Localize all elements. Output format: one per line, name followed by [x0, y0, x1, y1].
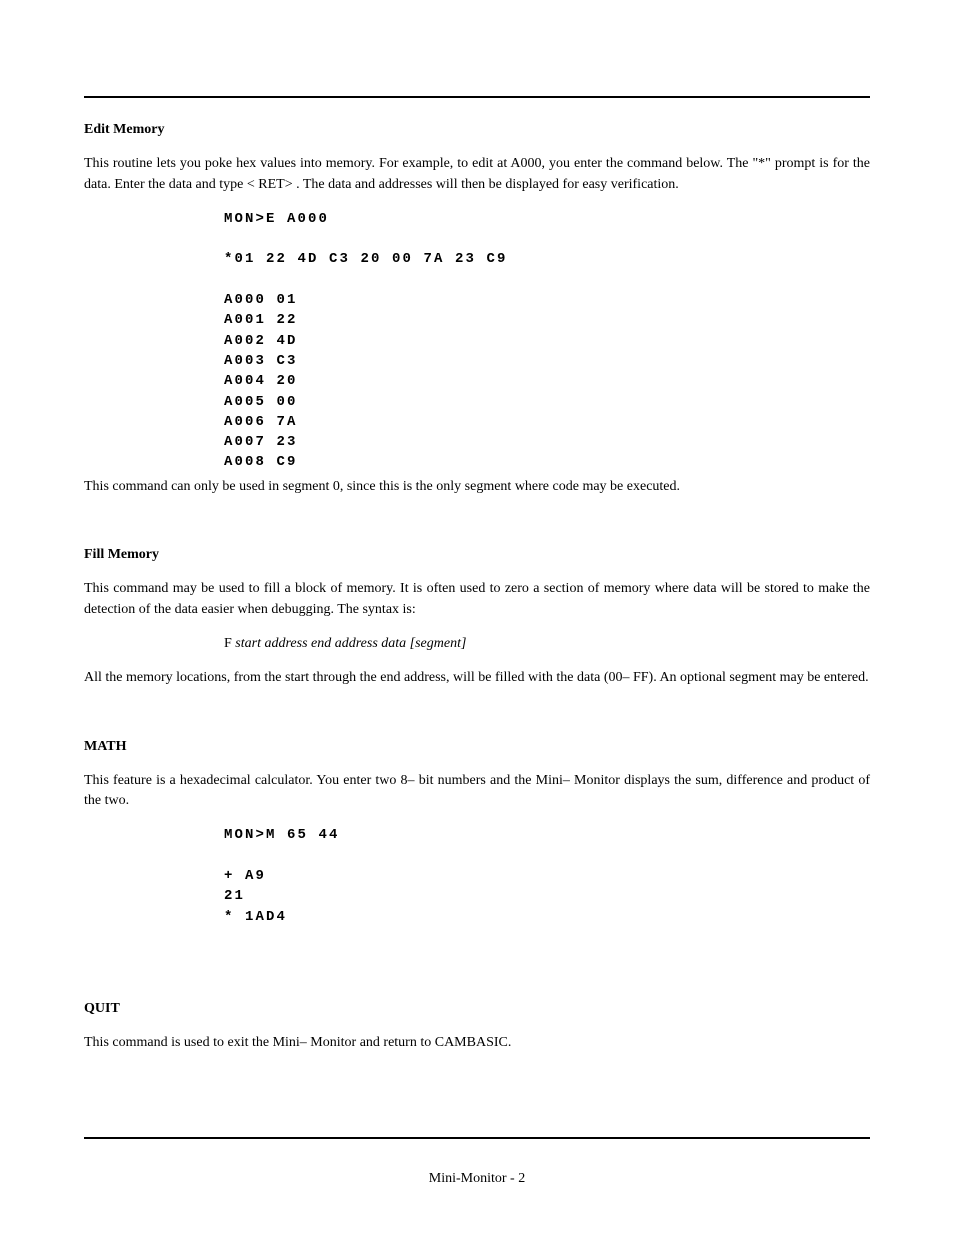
header-rule	[84, 96, 870, 98]
quit-para1: This command is used to exit the Mini– M…	[84, 1033, 870, 1053]
math-code: MON>M 65 44 + A9 21 * 1AD4	[224, 825, 870, 926]
edit-memory-code: MON>E A000 *01 22 4D C3 20 00 7A 23 C9 A…	[224, 209, 870, 473]
fill-memory-para1: This command may be used to fill a block…	[84, 579, 870, 620]
edit-memory-para1: This routine lets you poke hex values in…	[84, 154, 870, 195]
footer-rule	[84, 1137, 870, 1139]
footer-block	[84, 1129, 870, 1157]
fill-memory-heading: Fill Memory	[84, 545, 870, 565]
document-page: Edit Memory This routine lets you poke h…	[0, 0, 954, 1235]
math-para1: This feature is a hexadecimal calculator…	[84, 771, 870, 812]
syntax-cmd: F	[224, 636, 235, 651]
edit-memory-heading: Edit Memory	[84, 120, 870, 140]
page-footer: Mini-Monitor - 2	[0, 1169, 954, 1189]
fill-memory-para2: All the memory locations, from the start…	[84, 668, 870, 688]
fill-memory-syntax: F start address end address data [segmen…	[224, 634, 870, 654]
syntax-args: start address end address data [segment]	[235, 636, 466, 651]
quit-heading: QUIT	[84, 999, 870, 1019]
edit-memory-para2: This command can only be used in segment…	[84, 477, 870, 497]
math-heading: MATH	[84, 737, 870, 757]
